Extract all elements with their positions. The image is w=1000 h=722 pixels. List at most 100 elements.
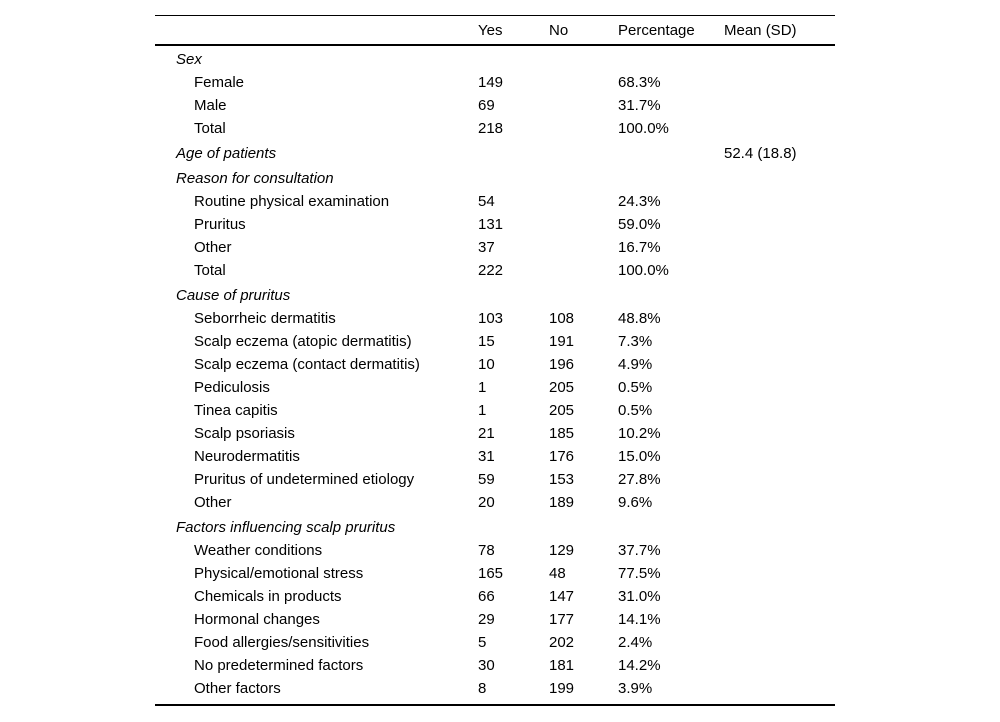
table-row: Chemicals in products 66 147 31.0% xyxy=(155,585,835,608)
section-title: Reason for consultation xyxy=(176,170,334,187)
cell-yes: 54 xyxy=(478,193,495,210)
column-header-percentage: Percentage xyxy=(618,21,695,39)
row-label: Food allergies/sensitivities xyxy=(194,634,370,651)
cell-percentage: 9.6% xyxy=(618,494,653,511)
cell-percentage: 10.2% xyxy=(618,425,661,442)
table-row: Pruritus 131 59.0% xyxy=(155,213,835,236)
table-row: Physical/emotional stress 165 48 77.5% xyxy=(155,562,835,585)
row-label: Routine physical examination xyxy=(194,193,390,210)
cell-no: 205 xyxy=(549,379,575,396)
section-title: Factors influencing scalp pruritus xyxy=(176,519,396,536)
row-label: Total xyxy=(194,262,226,279)
table-row: Male 69 31.7% xyxy=(155,94,835,117)
cell-yes: 218 xyxy=(478,120,504,137)
cell-yes: 222 xyxy=(478,262,504,279)
cell-percentage: 68.3% xyxy=(618,74,661,91)
cell-no: 199 xyxy=(549,680,575,697)
row-label: Pediculosis xyxy=(194,379,270,396)
statistics-table: Yes No Percentage Mean (SD) Sex Female 149… xyxy=(155,15,835,706)
cell-percentage: 24.3% xyxy=(618,193,661,210)
cell-yes: 15 xyxy=(478,333,495,350)
cell-yes: 59 xyxy=(478,471,495,488)
table-row: Female 149 68.3% xyxy=(155,71,835,94)
cell-yes: 149 xyxy=(478,74,504,91)
section-row: Reason for consultation xyxy=(155,165,835,190)
cell-percentage: 4.9% xyxy=(618,356,653,373)
table-row: Neurodermatitis 31 176 15.0% xyxy=(155,445,835,468)
cell-percentage: 0.5% xyxy=(618,402,653,419)
cell-percentage: 0.5% xyxy=(618,379,653,396)
cell-percentage: 14.1% xyxy=(618,611,661,628)
table-row: No predetermined factors 30 181 14.2% xyxy=(155,654,835,677)
table-row: Scalp eczema (contact dermatitis) 10 196 4.… xyxy=(155,353,835,376)
section-row: Sex xyxy=(155,46,835,71)
column-header-mean-sd: Mean (SD) xyxy=(724,21,797,39)
cell-yes: 131 xyxy=(478,216,504,233)
cell-no: 205 xyxy=(549,402,575,419)
table-row: Scalp psoriasis 21 185 10.2% xyxy=(155,422,835,445)
cell-yes: 5 xyxy=(478,634,487,651)
row-label: Scalp eczema (atopic dermatitis) xyxy=(194,333,412,350)
row-label: Pruritus xyxy=(194,216,246,233)
row-label: No predetermined factors xyxy=(194,657,364,674)
cell-yes: 20 xyxy=(478,494,495,511)
cell-no: 108 xyxy=(549,310,575,327)
cell-no: 48 xyxy=(549,565,566,582)
row-label: Other xyxy=(194,494,232,511)
cell-no: 177 xyxy=(549,611,575,628)
cell-percentage: 100.0% xyxy=(618,120,669,137)
cell-no: 191 xyxy=(549,333,575,350)
table-body: Sex Female 149 68.3% Male 69 31.7% Total 218 100.… xyxy=(155,46,835,706)
cell-percentage: 59.0% xyxy=(618,216,661,233)
row-label: Tinea capitis xyxy=(194,402,278,419)
column-header-yes: Yes xyxy=(478,21,503,39)
row-label: Other xyxy=(194,239,232,256)
table-row: Total 218 100.0% xyxy=(155,117,835,140)
row-label: Total xyxy=(194,120,226,137)
cell-percentage: 15.0% xyxy=(618,448,661,465)
cell-yes: 29 xyxy=(478,611,495,628)
table-header-row: Yes No Percentage Mean (SD) xyxy=(155,16,835,46)
row-label: Scalp eczema (contact dermatitis) xyxy=(194,356,420,373)
row-label: Neurodermatitis xyxy=(194,448,300,465)
cell-yes: 69 xyxy=(478,97,495,114)
cell-percentage: 16.7% xyxy=(618,239,661,256)
row-label: Weather conditions xyxy=(194,542,323,559)
cell-percentage: 2.4% xyxy=(618,634,653,651)
section-row: Cause of pruritus xyxy=(155,282,835,307)
row-label: Seborrheic dermatitis xyxy=(194,310,336,327)
cell-percentage: 31.0% xyxy=(618,588,661,605)
section-row: Age of patients 52.4 (18.8) xyxy=(155,140,835,165)
table-row: Pruritus of undetermined etiology 59 153 27… xyxy=(155,468,835,491)
section-title: Age of patients xyxy=(176,145,277,162)
cell-yes: 1 xyxy=(478,379,487,396)
table-row: Hormonal changes 29 177 14.1% xyxy=(155,608,835,631)
table-row: Food allergies/sensitivities 5 202 2.4% xyxy=(155,631,835,654)
table-row: Tinea capitis 1 205 0.5% xyxy=(155,399,835,422)
cell-no: 202 xyxy=(549,634,575,651)
row-label: Male xyxy=(194,97,227,114)
row-label: Female xyxy=(194,74,245,91)
cell-yes: 1 xyxy=(478,402,487,419)
cell-percentage: 27.8% xyxy=(618,471,661,488)
section-title: Cause of pruritus xyxy=(176,287,291,304)
cell-percentage: 14.2% xyxy=(618,657,661,674)
cell-yes: 103 xyxy=(478,310,504,327)
cell-no: 147 xyxy=(549,588,575,605)
section-title: Sex xyxy=(176,51,202,68)
table-row: Routine physical examination 54 24.3% xyxy=(155,190,835,213)
cell-yes: 37 xyxy=(478,239,495,256)
cell-no: 129 xyxy=(549,542,575,559)
cell-yes: 10 xyxy=(478,356,495,373)
cell-no: 181 xyxy=(549,657,575,674)
cell-no: 176 xyxy=(549,448,575,465)
cell-yes: 78 xyxy=(478,542,495,559)
cell-yes: 8 xyxy=(478,680,487,697)
table-row: Other factors 8 199 3.9% xyxy=(155,677,835,700)
table-row: Other 20 189 9.6% xyxy=(155,491,835,514)
cell-yes: 30 xyxy=(478,657,495,674)
cell-percentage: 7.3% xyxy=(618,333,653,350)
row-label: Other factors xyxy=(194,680,281,697)
table-row: Other 37 16.7% xyxy=(155,236,835,259)
